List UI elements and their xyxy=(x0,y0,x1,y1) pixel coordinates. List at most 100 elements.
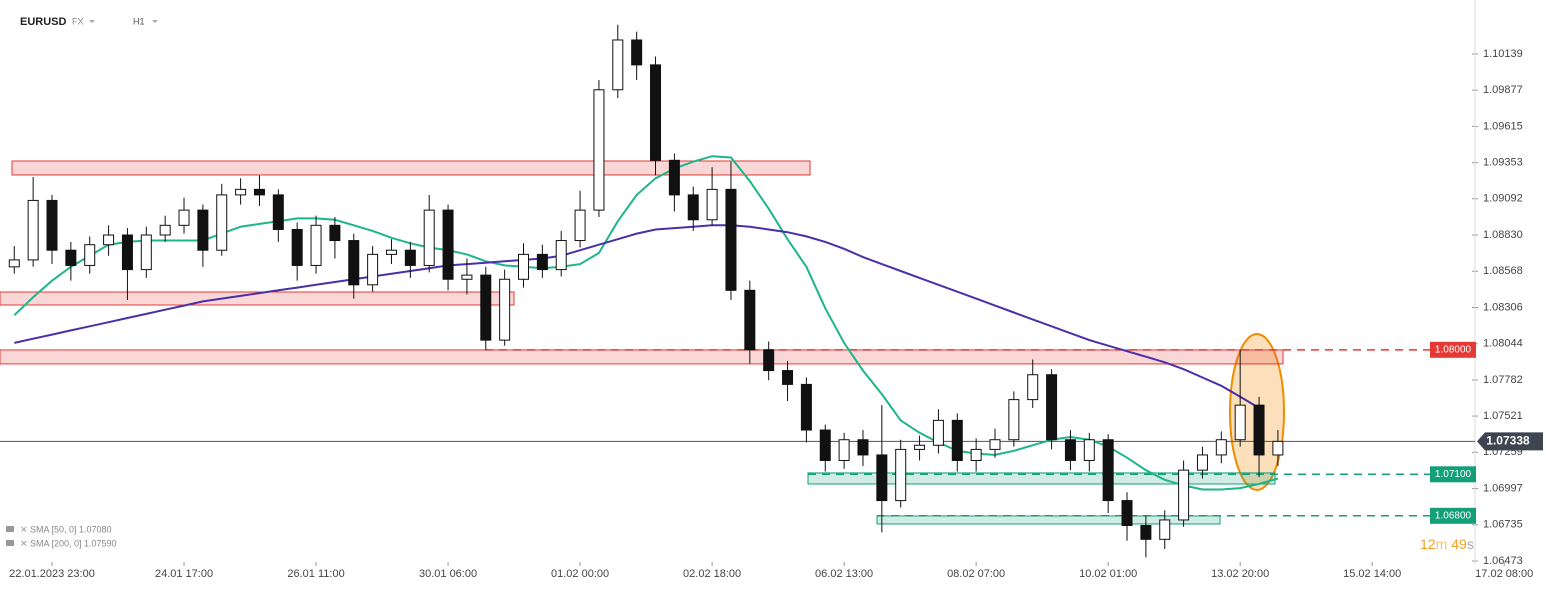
candle-body xyxy=(782,370,794,385)
legend-label: SMA [50, 0] 1.07080 xyxy=(30,524,112,534)
candle-body xyxy=(480,274,492,341)
x-tick-label: 06.02 13:00 xyxy=(815,568,873,580)
legend-close[interactable]: ✕ xyxy=(20,524,28,534)
countdown-part: s xyxy=(1467,536,1474,552)
y-tick-label: 1.06997 xyxy=(1483,482,1523,494)
dropdown-caret[interactable] xyxy=(89,20,95,23)
candle-body xyxy=(744,289,756,351)
candle-body xyxy=(404,249,416,266)
candle-body xyxy=(216,194,228,251)
candle-body xyxy=(499,278,511,341)
legend: ✕ ✕ xyxy=(6,524,28,548)
x-tick-label: 13.02 20:00 xyxy=(1211,568,1269,580)
candle-body xyxy=(593,89,605,211)
y-tick-label: 1.08306 xyxy=(1483,301,1523,313)
candle-body xyxy=(1140,524,1152,540)
candle-body xyxy=(27,199,39,261)
candle-body xyxy=(612,39,624,91)
candle-body xyxy=(763,349,775,372)
candle-body xyxy=(84,244,96,266)
candle-body xyxy=(442,209,454,280)
candle-body xyxy=(819,429,831,461)
candle-body xyxy=(348,240,360,286)
candle-body xyxy=(555,240,567,271)
candle-body xyxy=(1178,469,1190,521)
countdown-part: 12 xyxy=(1420,536,1436,552)
candle-body xyxy=(253,188,265,196)
current-price-tag xyxy=(1477,432,1543,451)
countdown: 12m 49s xyxy=(1420,536,1474,552)
candle-body xyxy=(518,253,529,280)
y-tick-label: 1.06473 xyxy=(1483,555,1523,567)
legend-label: SMA [200, 0] 1.07590 xyxy=(30,538,117,548)
y-tick-label: 1.09353 xyxy=(1483,157,1523,169)
candle-body xyxy=(1083,439,1095,461)
candle-body xyxy=(272,194,284,230)
candle-body xyxy=(291,228,303,266)
candle-body xyxy=(65,249,77,266)
y-tick-label: 1.10139 xyxy=(1483,48,1523,60)
dropdown-caret[interactable] xyxy=(152,20,158,23)
candle-body xyxy=(574,209,586,242)
level-label: 1.08000 xyxy=(1435,344,1472,355)
candle-body xyxy=(197,209,209,251)
legend-icon[interactable] xyxy=(6,540,14,546)
candle-body xyxy=(857,439,869,456)
candle-body xyxy=(1196,454,1208,471)
y-tick-label: 1.08044 xyxy=(1483,338,1523,350)
x-tick-label: 30.01 06:00 xyxy=(419,568,477,580)
candle-body xyxy=(423,209,435,266)
level-label-bg xyxy=(1430,507,1476,524)
candle-body xyxy=(1046,374,1058,441)
x-tick-label: 15.02 14:00 xyxy=(1343,568,1401,580)
x-tick-label: 24.01 17:00 xyxy=(155,568,213,580)
candle-body xyxy=(310,224,322,266)
candle-body xyxy=(536,253,548,271)
candle-body xyxy=(1215,439,1227,456)
candle-body xyxy=(367,253,379,286)
candle-body xyxy=(1121,500,1133,526)
current-price-label: 1.07338 xyxy=(1486,434,1530,448)
level-label: 1.06800 xyxy=(1435,510,1472,521)
x-tick-label: 17.02 08:00 xyxy=(1475,568,1533,580)
y-tick-label: 1.09615 xyxy=(1483,120,1523,132)
candle-body xyxy=(178,209,190,226)
zone xyxy=(11,160,811,176)
candle-body xyxy=(951,419,963,461)
candle-body xyxy=(932,419,944,446)
candle-body xyxy=(970,448,982,461)
y-tick-label: 1.06735 xyxy=(1483,519,1523,531)
level-label: 1.07100 xyxy=(1435,469,1472,480)
candle-body xyxy=(706,188,718,221)
x-tick-label: 02.02 18:00 xyxy=(683,568,741,580)
countdown-part: 49 xyxy=(1451,536,1467,552)
candle-body xyxy=(103,234,115,246)
candle-body xyxy=(914,444,926,450)
timeframe[interactable]: H1 xyxy=(133,16,145,26)
candle-body xyxy=(8,259,20,268)
candle-body xyxy=(989,439,1001,450)
symbol[interactable]: EURUSD xyxy=(20,16,67,28)
candle-body xyxy=(800,383,812,431)
candle-body xyxy=(876,454,888,502)
candle-body xyxy=(461,274,473,280)
y-tick-label: 1.08830 xyxy=(1483,229,1523,241)
candle-body xyxy=(631,39,643,66)
candle-body xyxy=(1272,440,1284,456)
level-label-bg xyxy=(1430,466,1476,483)
x-tick-label: 22.01.2023 23:00 xyxy=(9,568,95,580)
legend-close[interactable]: ✕ xyxy=(20,538,28,548)
market: FX xyxy=(72,16,84,26)
y-tick-label: 1.09877 xyxy=(1483,84,1523,96)
level-label-bg xyxy=(1430,341,1476,358)
legend-icon[interactable] xyxy=(6,526,14,532)
candle-body xyxy=(385,249,397,255)
candle-body xyxy=(687,194,699,221)
candle-body xyxy=(668,159,680,196)
candle-body xyxy=(725,188,737,291)
x-tick-label: 10.02 01:00 xyxy=(1079,568,1137,580)
candle-body xyxy=(235,188,247,196)
candle-body xyxy=(46,199,58,251)
candle-body xyxy=(121,234,133,271)
